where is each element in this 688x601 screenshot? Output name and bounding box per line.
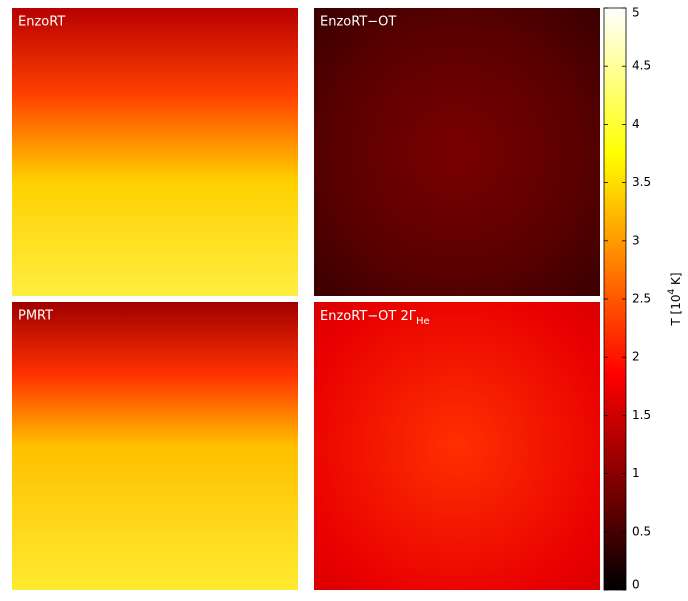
panel-image [12, 8, 298, 296]
panel-image [314, 302, 600, 590]
colorbar-label-sup: 4 [667, 289, 677, 295]
colorbar-tick-label: 3.5 [632, 175, 651, 189]
panel-title: EnzoRT−OT [320, 15, 396, 30]
colorbar-tick-label: 0.5 [632, 524, 651, 538]
colorbar-tick-label: 0 [632, 578, 640, 592]
colorbar-tick-label: 3 [632, 233, 640, 247]
colorbar-label-main: T [10 [669, 295, 683, 327]
colorbar-tick-label: 4.5 [632, 59, 651, 73]
colorbar-tick-label: 2.5 [632, 292, 651, 306]
panel-title-main: EnzoRT−OT 2Γ [320, 309, 417, 324]
colorbar-label-end: K] [669, 272, 683, 288]
panel-title: EnzoRT [18, 15, 65, 30]
colorbar-label: T [104 K] [667, 272, 683, 326]
colorbar-tick-label: 1 [632, 466, 640, 480]
panel-title-sub: He [416, 316, 430, 327]
colorbar-tick-label: 4 [632, 117, 640, 131]
panel-title: EnzoRT−OT 2ΓHe [320, 309, 430, 328]
colorbar-tick-label: 2 [632, 350, 640, 364]
panel-image [314, 8, 600, 296]
panel-title: PMRT [18, 309, 53, 324]
colorbar-tick-label: 1.5 [632, 408, 651, 422]
panel-image [12, 302, 298, 590]
colorbar-tick-label: 5 [632, 6, 640, 20]
